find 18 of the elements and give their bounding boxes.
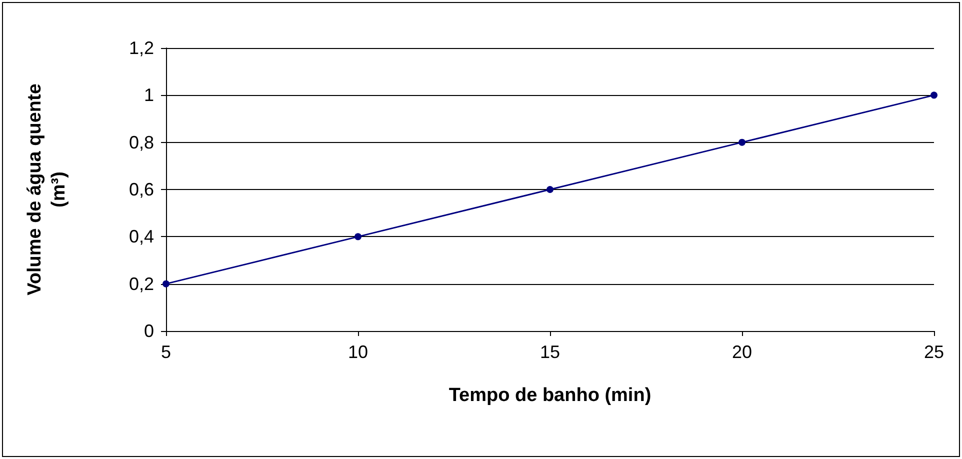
x-tick-label: 10 bbox=[348, 342, 368, 362]
point bbox=[930, 92, 938, 99]
y-tick-label: 1,2 bbox=[128, 38, 154, 58]
x-tick-label: 25 bbox=[924, 342, 944, 362]
x-tick-label: 15 bbox=[540, 342, 560, 362]
x-tick-label: 20 bbox=[732, 342, 752, 362]
y-tick-label: 0 bbox=[144, 321, 154, 341]
point bbox=[738, 138, 746, 146]
y-tick-label: 0,8 bbox=[128, 132, 154, 152]
x-axis-title: Tempo de banho (min) bbox=[448, 385, 652, 406]
y-tick-label: 1 bbox=[144, 85, 154, 106]
point bbox=[354, 233, 362, 240]
y-tick-label: 0,4 bbox=[128, 226, 154, 247]
point bbox=[546, 186, 554, 193]
x-tick-label: 5 bbox=[160, 342, 172, 362]
y-tick-label: 0,2 bbox=[128, 274, 154, 294]
y-tick-label: 0,6 bbox=[128, 180, 154, 200]
y-axis-title: Volume de água quente (m³) bbox=[24, 84, 70, 296]
